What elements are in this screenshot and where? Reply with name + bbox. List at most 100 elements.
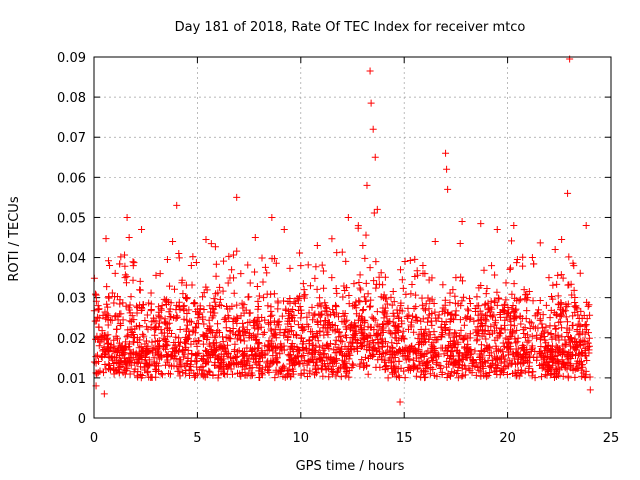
roti-point-cloud	[127, 293, 135, 301]
roti-point-cloud	[207, 308, 215, 316]
roti-point-cloud	[357, 286, 365, 294]
roti-point-cloud	[388, 301, 396, 309]
roti-point-cloud	[448, 347, 456, 355]
roti-point-cloud	[273, 359, 281, 367]
roti-point-cloud	[407, 290, 415, 298]
roti-point-cloud	[572, 352, 580, 360]
roti-point	[214, 374, 222, 382]
roti-point-cloud	[154, 342, 162, 350]
roti-point-cloud	[158, 302, 166, 310]
roti-point-cloud	[210, 361, 218, 369]
roti-point-cloud	[142, 337, 150, 345]
roti-point-cloud	[192, 308, 200, 316]
roti-point-cloud	[338, 356, 346, 364]
roti-point-cloud	[135, 322, 143, 330]
roti-point-cloud	[482, 311, 490, 319]
roti-point-cloud	[370, 277, 378, 285]
roti-point-cloud	[93, 332, 101, 340]
roti-point-cloud	[451, 358, 459, 366]
roti-point-cloud	[345, 291, 353, 299]
roti-point-cloud	[286, 264, 294, 272]
roti-point-cloud	[445, 354, 453, 362]
roti-point-cloud	[239, 319, 247, 327]
roti-point-cloud	[121, 370, 129, 378]
roti-point-cloud	[487, 312, 495, 320]
roti-point-cloud	[263, 347, 271, 355]
roti-point-cloud	[367, 332, 375, 340]
roti-point-cloud	[519, 253, 527, 261]
roti-point-cloud	[585, 334, 593, 342]
roti-point-cloud	[459, 352, 467, 360]
roti-point-cloud	[212, 272, 220, 280]
roti-point	[442, 149, 450, 157]
roti-point-cloud	[569, 312, 577, 320]
roti-point-cloud	[430, 353, 438, 361]
roti-point-cloud	[111, 313, 119, 321]
roti-point-cloud	[565, 253, 573, 261]
roti-point-cloud	[422, 325, 430, 333]
roti-point-cloud	[271, 345, 279, 353]
roti-point-cloud	[582, 321, 590, 329]
roti-point-cloud	[311, 274, 319, 282]
roti-point-cloud	[274, 297, 282, 305]
roti-point-cloud	[473, 337, 481, 345]
roti-point-cloud	[316, 355, 324, 362]
roti-point	[388, 354, 396, 362]
roti-point-cloud	[161, 315, 169, 323]
roti-point-cloud	[98, 327, 106, 335]
roti-point-cloud	[477, 341, 485, 349]
roti-point-cloud	[338, 317, 346, 325]
roti-point-cloud	[257, 323, 265, 331]
roti-point-cloud	[217, 302, 225, 310]
roti-point-cloud	[475, 284, 483, 292]
roti-point-cloud	[126, 317, 134, 325]
roti-point-cloud	[187, 262, 195, 270]
roti-point-cloud	[272, 349, 280, 357]
roti-point-cloud	[462, 365, 470, 373]
roti-point-cloud	[438, 332, 446, 340]
roti-point-cloud	[404, 304, 412, 312]
roti-point-cloud	[441, 321, 449, 329]
roti-point-cloud	[183, 335, 191, 343]
roti-point-cloud	[222, 318, 230, 326]
roti-point-cloud	[115, 369, 123, 377]
roti-point-cloud	[155, 303, 163, 311]
roti-point-cloud	[497, 346, 505, 354]
roti-point-cloud	[163, 353, 171, 361]
roti-point-cloud	[136, 277, 144, 285]
roti-point-cloud	[115, 344, 123, 352]
roti-point-cloud	[372, 284, 380, 292]
roti-point-cloud	[309, 359, 317, 367]
roti-point	[576, 330, 584, 338]
roti-point-cloud	[447, 353, 455, 361]
roti-point-cloud	[494, 294, 502, 302]
roti-point-cloud	[337, 345, 345, 353]
roti-point-cloud	[253, 283, 261, 291]
roti-point-cloud	[372, 258, 380, 266]
roti-point-cloud	[185, 306, 193, 314]
roti-point-cloud	[217, 355, 225, 363]
roti-point-cloud	[458, 364, 466, 372]
roti-point	[367, 99, 375, 107]
roti-point-cloud	[148, 338, 156, 346]
roti-point-cloud	[230, 289, 238, 297]
roti-point-cloud	[493, 370, 501, 378]
roti-point-cloud	[392, 334, 400, 342]
roti-point-cloud	[267, 325, 275, 333]
roti-point-cloud	[428, 295, 436, 303]
roti-point-cloud	[425, 305, 433, 313]
roti-point-cloud	[214, 320, 222, 328]
roti-point-cloud	[540, 356, 548, 364]
roti-point-cloud	[566, 349, 574, 357]
roti-point-cloud	[181, 346, 189, 354]
roti-point-cloud	[513, 350, 521, 358]
roti-point-cloud	[300, 366, 308, 374]
roti-point-cloud	[298, 324, 306, 332]
roti-point	[100, 390, 108, 398]
roti-point-cloud	[350, 280, 358, 288]
roti-point-cloud	[485, 304, 493, 312]
roti-point	[380, 294, 388, 302]
roti-point-cloud	[219, 287, 227, 295]
roti-point-cloud	[503, 344, 511, 352]
roti-point-cloud	[280, 342, 288, 350]
